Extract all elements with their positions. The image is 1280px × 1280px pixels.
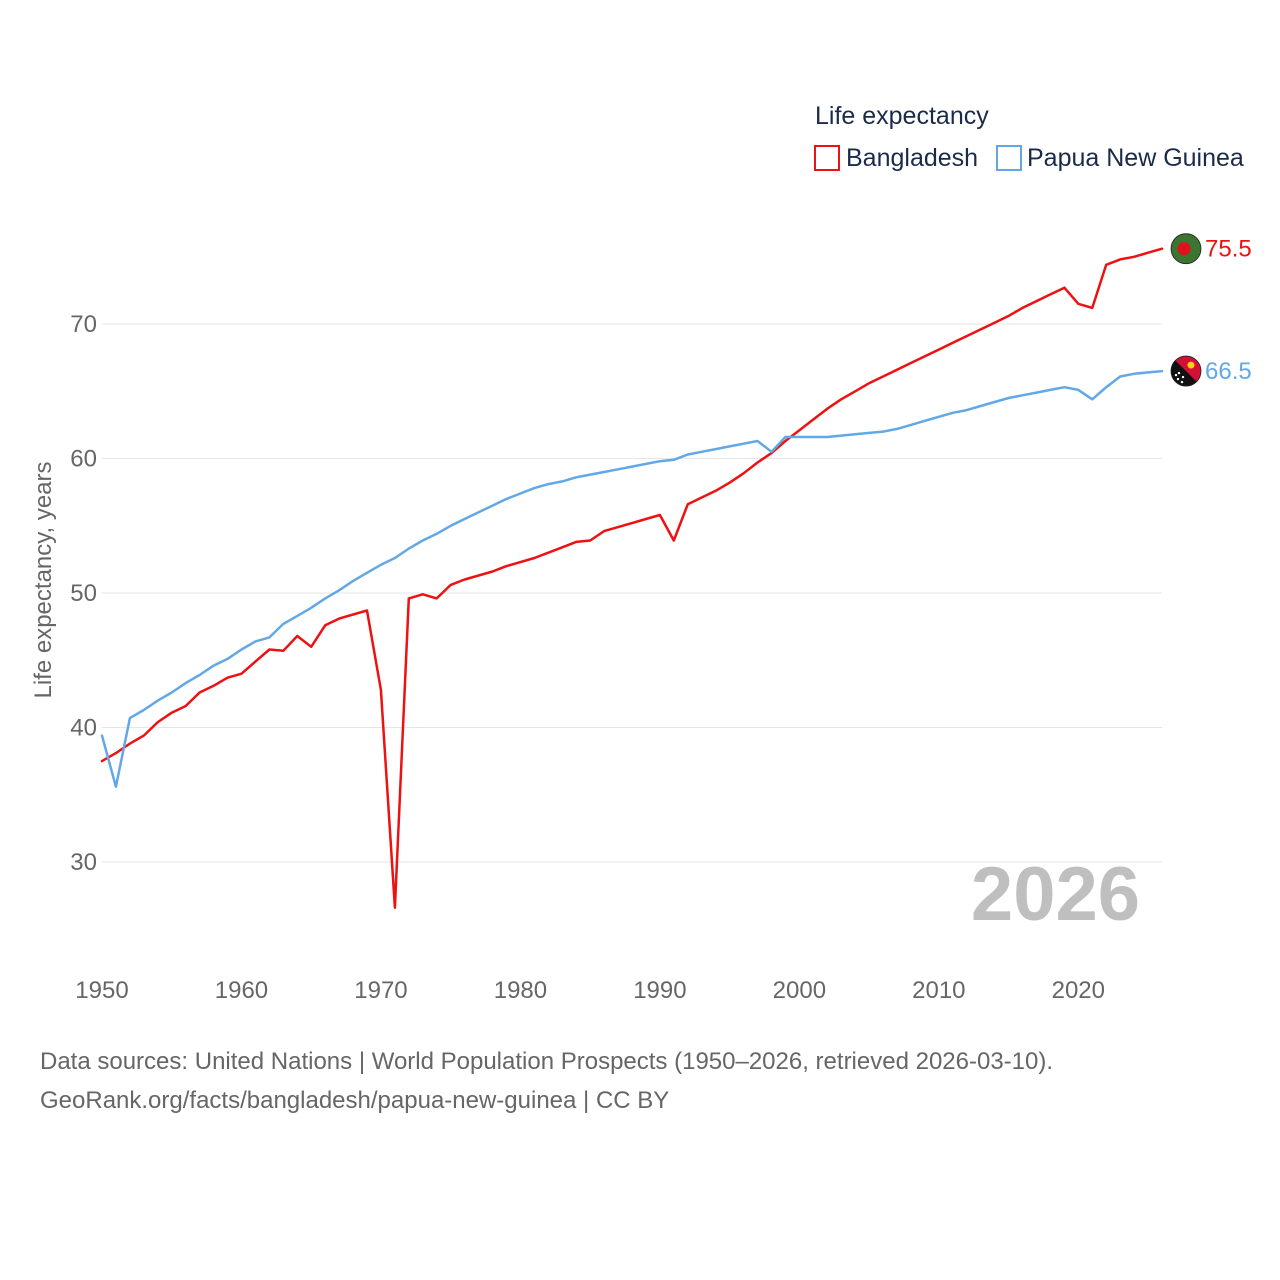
- legend-swatch-papua-new-guinea: [996, 145, 1022, 171]
- y-axis-ticks: 30 40 50 60 70: [70, 311, 97, 876]
- x-axis-ticks: 1950 1960 1970 1980 1990 2000 2010 2020: [75, 977, 1105, 1004]
- source-note: Data sources: United Nations | World Pop…: [40, 1042, 1240, 1120]
- y-tick-label-70: 70: [70, 311, 97, 338]
- legend: Life expectancy Bangladesh Papua New Gui…: [814, 102, 1244, 172]
- x-tick-label-2000: 2000: [773, 977, 826, 1004]
- x-tick-label-1980: 1980: [494, 977, 547, 1004]
- source-line-2: GeoRank.org/facts/bangladesh/papua-new-g…: [40, 1087, 670, 1114]
- end-value-label-bangladesh: 75.5: [1205, 236, 1252, 263]
- y-tick-label-30: 30: [70, 849, 97, 876]
- x-tick-label-2010: 2010: [912, 977, 965, 1004]
- series-lines: [100, 247, 1164, 909]
- legend-label-papua-new-guinea: Papua New Guinea: [1027, 144, 1244, 172]
- series-end-markers: 75.5 66.5: [1170, 233, 1252, 387]
- legend-item-bangladesh[interactable]: Bangladesh: [814, 144, 978, 172]
- series-line-bangladesh: [100, 247, 1164, 909]
- legend-item-papua-new-guinea[interactable]: Papua New Guinea: [996, 144, 1244, 172]
- y-tick-label-40: 40: [70, 715, 97, 742]
- x-tick-label-1990: 1990: [633, 977, 686, 1004]
- legend-label-bangladesh: Bangladesh: [846, 144, 978, 172]
- x-tick-label-2020: 2020: [1052, 977, 1105, 1004]
- bangladesh-flag-icon: [1170, 233, 1202, 265]
- x-tick-label-1970: 1970: [354, 977, 407, 1004]
- y-tick-label-50: 50: [70, 580, 97, 607]
- papua-new-guinea-flag-icon: [1170, 355, 1202, 387]
- x-tick-label-1950: 1950: [75, 977, 128, 1004]
- end-value-label-papua-new-guinea: 66.5: [1205, 358, 1252, 385]
- year-watermark: 2026: [971, 852, 1140, 937]
- source-line-1: Data sources: United Nations | World Pop…: [40, 1048, 1054, 1075]
- series-line-papua-new-guinea: [100, 369, 1164, 788]
- legend-title: Life expectancy: [815, 102, 989, 130]
- y-tick-label-60: 60: [70, 446, 97, 473]
- y-axis-title: Life expectancy, years: [30, 461, 57, 698]
- gridlines: [102, 323, 1162, 863]
- legend-swatch-bangladesh: [814, 145, 840, 171]
- x-tick-label-1960: 1960: [215, 977, 268, 1004]
